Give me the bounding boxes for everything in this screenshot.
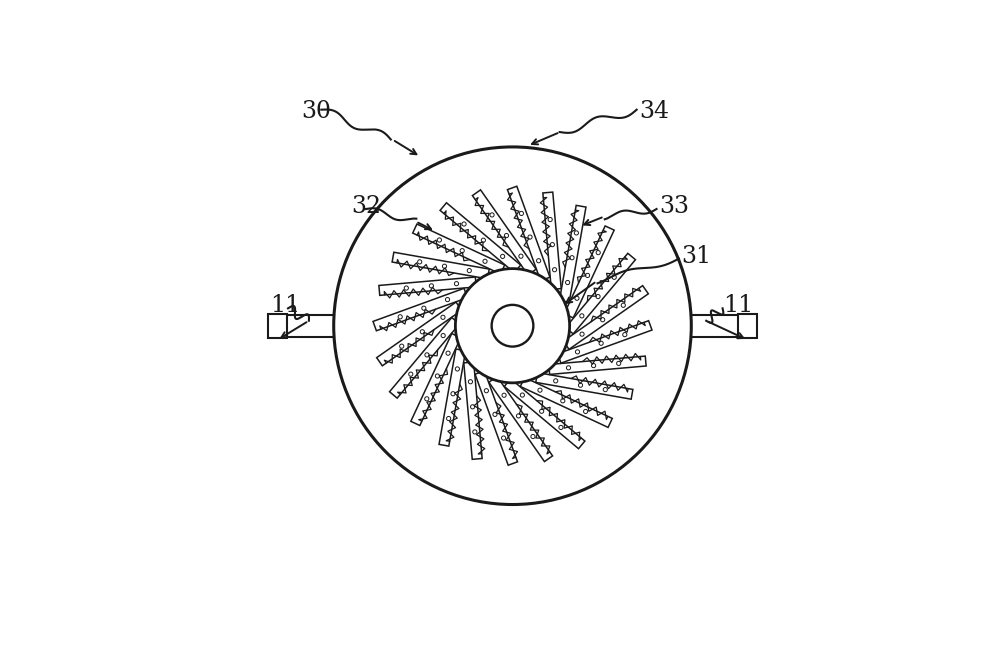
Circle shape [492,305,533,346]
Polygon shape [558,321,652,363]
Text: 33: 33 [659,195,689,218]
Polygon shape [566,253,635,334]
Text: 30: 30 [301,100,331,123]
Polygon shape [504,379,585,449]
Polygon shape [440,203,521,273]
Polygon shape [520,377,612,428]
Polygon shape [390,317,459,398]
Circle shape [455,268,570,383]
Polygon shape [472,190,536,275]
Polygon shape [738,314,757,337]
Polygon shape [392,252,489,279]
Polygon shape [411,333,461,426]
Polygon shape [549,356,646,375]
Polygon shape [559,205,586,303]
Text: 34: 34 [639,100,669,123]
Polygon shape [464,362,482,459]
Polygon shape [373,288,467,331]
Polygon shape [379,277,476,295]
Polygon shape [564,226,614,318]
Polygon shape [439,349,466,446]
Text: 31: 31 [681,244,711,268]
Text: 11: 11 [270,294,300,317]
Polygon shape [536,373,633,399]
Text: 11: 11 [724,294,754,317]
Polygon shape [507,186,550,281]
Polygon shape [413,224,505,274]
Polygon shape [489,377,553,462]
Polygon shape [475,371,518,465]
Polygon shape [543,192,561,290]
Polygon shape [377,302,462,366]
Polygon shape [268,314,287,337]
Polygon shape [563,286,648,350]
Text: 32: 32 [351,195,381,218]
